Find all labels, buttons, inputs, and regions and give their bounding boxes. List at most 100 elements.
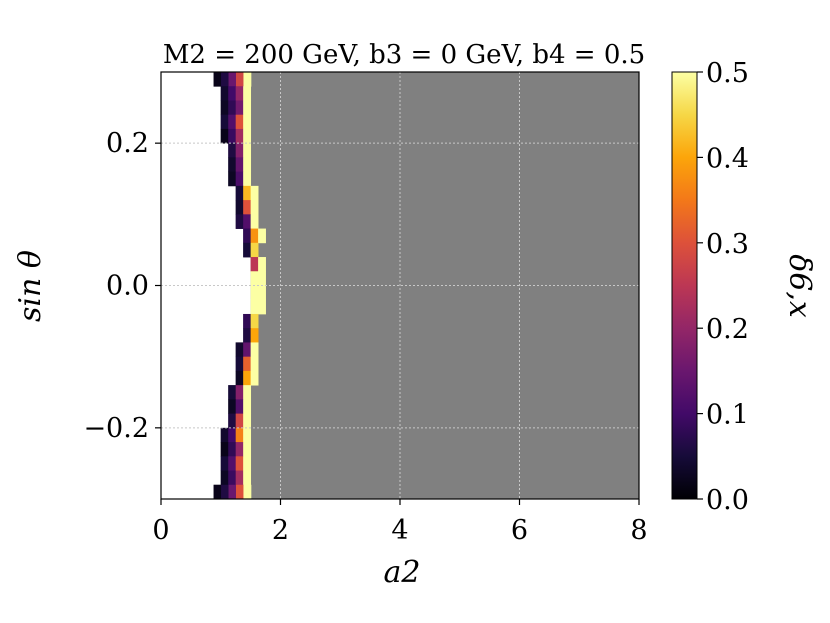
heatmap-cell — [243, 242, 252, 258]
heatmap-cell — [243, 114, 252, 130]
heatmap-cell — [243, 72, 252, 87]
heatmap-cell — [235, 370, 244, 386]
heatmap-cell — [258, 299, 266, 315]
heatmap-cell — [243, 143, 252, 158]
heatmap-cell — [228, 484, 237, 500]
heatmap-cell — [228, 413, 237, 429]
heatmap-cell — [235, 413, 244, 429]
colorbar-tick-label: 0.3 — [706, 229, 749, 260]
heatmap-cell — [243, 185, 252, 201]
heatmap-cell — [243, 427, 252, 443]
heatmap-cell — [243, 385, 252, 400]
heatmap-cell — [258, 285, 266, 301]
heatmap-cell — [235, 157, 244, 173]
heatmap-cell — [243, 470, 252, 486]
heatmap-cell — [228, 171, 237, 187]
heatmap-cell — [250, 370, 259, 386]
y-tick-label: 0.2 — [106, 128, 149, 159]
heatmap-cell — [220, 442, 229, 457]
heatmap-cell — [213, 484, 222, 500]
heatmap-cell — [243, 228, 252, 244]
heatmap-cell — [235, 143, 244, 158]
heatmap-cell — [250, 356, 259, 372]
heatmap-cell — [220, 470, 229, 486]
gridlines — [161, 72, 639, 499]
x-axis-label: a2 — [384, 555, 421, 590]
heatmap-cell — [250, 200, 259, 215]
heatmap-cell — [235, 171, 244, 187]
heatmap-cell — [220, 456, 229, 471]
heatmap-cell — [243, 484, 252, 500]
heatmap-cell — [235, 484, 244, 500]
colorbar-tick-label: 0.5 — [706, 58, 749, 89]
heatmap-cell — [243, 356, 252, 372]
heatmap-cell — [250, 299, 259, 315]
x-tick-label: 4 — [391, 515, 408, 546]
heatmap-cell — [250, 185, 259, 201]
heatmap-cell — [250, 214, 259, 229]
heatmap-cell — [228, 86, 237, 101]
heatmap-cell — [228, 399, 237, 414]
colorbar: 0.0 0.1 0.2 0.3 0.4 0.5 δ6,x — [671, 58, 817, 516]
heatmap-cell — [235, 356, 244, 372]
heatmap-cell — [243, 328, 252, 343]
heatmap-cell — [243, 171, 252, 187]
heatmap-cell — [220, 86, 229, 101]
heatmap-cell — [235, 114, 244, 130]
heatmap-cell — [228, 157, 237, 173]
heatmap-cell — [235, 86, 244, 101]
heatmap-cell — [243, 100, 252, 116]
heatmap-cell — [243, 442, 252, 457]
x-tick-label: 2 — [272, 515, 289, 546]
heatmap-cell — [243, 342, 252, 358]
heatmap-cell — [235, 385, 244, 400]
heatmap-cell — [243, 157, 252, 173]
heatmap-cell — [228, 470, 237, 486]
chart-title: M2 = 200 GeV, b3 = 0 GeV, b4 = 0.5 — [163, 40, 645, 70]
heatmap-cell — [250, 285, 259, 301]
heatmap-cell — [228, 114, 237, 130]
heatmap-cell — [235, 399, 244, 414]
heatmap-cell — [250, 242, 259, 258]
heatmap-cell — [220, 427, 229, 443]
heatmap-cell — [235, 214, 244, 229]
heatmap-cell — [243, 313, 252, 329]
heatmap-cell — [220, 114, 229, 130]
heatmap-cell — [250, 342, 259, 358]
y-axis-label: sin θ — [13, 250, 48, 322]
heatmap-cell — [250, 313, 259, 329]
heatmap-cell — [228, 427, 237, 443]
heatmap-cell — [221, 484, 229, 500]
colorbar-tick-label: 0.1 — [706, 400, 749, 431]
heatmap-cell — [221, 72, 229, 87]
heatmap-cell — [228, 100, 237, 116]
heatmap-cell — [235, 100, 244, 116]
heatmap-cell — [228, 143, 237, 158]
heatmap-cell — [243, 456, 252, 471]
plot-area — [160, 71, 640, 500]
colorbar-tick-label: 0.0 — [706, 485, 749, 516]
heatmap-cell — [250, 257, 259, 272]
colorbar-tick-label: 0.2 — [706, 314, 749, 345]
heatmap-cell — [235, 470, 244, 486]
colorbar-gradient — [671, 71, 698, 500]
heatmap-cell — [250, 228, 259, 244]
x-tick-label: 8 — [630, 515, 647, 546]
heatmap-cell — [235, 128, 244, 144]
heatmap-cells — [213, 72, 266, 500]
colorbar-label: δ6,x — [782, 254, 817, 318]
heatmap-cell — [235, 342, 244, 358]
heatmap-cell — [235, 456, 244, 471]
heatmap-cell — [235, 72, 244, 87]
x-tick-label: 6 — [511, 515, 528, 546]
heatmap-cell — [235, 427, 244, 443]
y-axis-ticks: −0.2 0.0 0.2 — [83, 128, 161, 444]
heatmap-cell — [228, 128, 237, 144]
x-tick-label: 0 — [152, 515, 169, 546]
colorbar-ticks: 0.0 0.1 0.2 0.3 0.4 0.5 — [697, 58, 749, 516]
heatmap-cell — [243, 200, 252, 215]
heatmap-cell — [220, 128, 229, 144]
x-axis-ticks: 0 2 4 6 8 — [152, 499, 648, 546]
heatmap-cell — [213, 72, 222, 87]
